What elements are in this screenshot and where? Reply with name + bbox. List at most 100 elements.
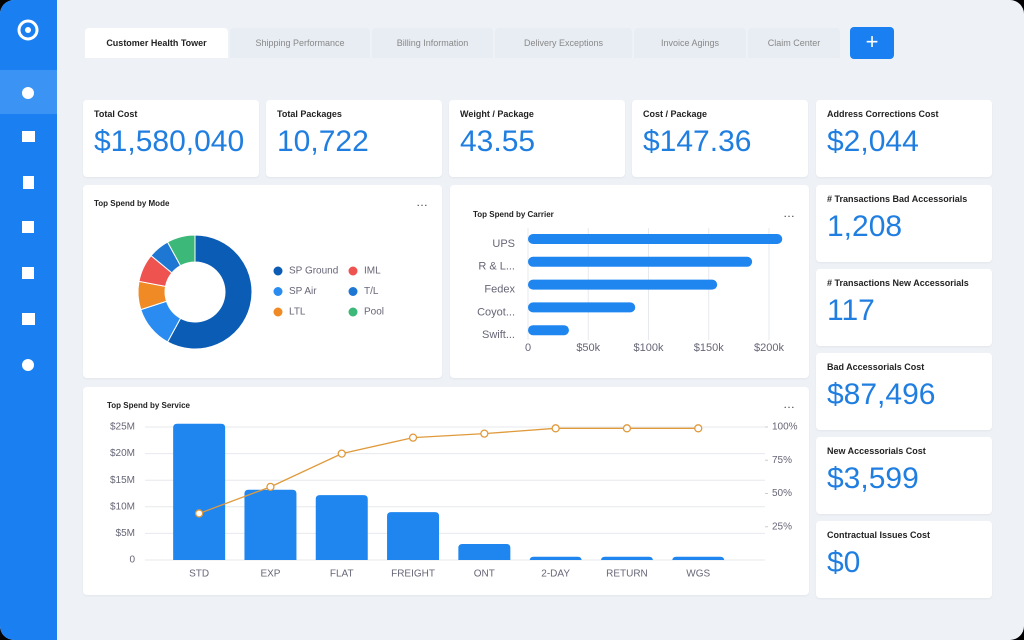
y-tick-label: 0 xyxy=(129,555,135,566)
y-tick-label: Coyot... xyxy=(477,306,515,318)
x-tick-label: FREIGHT xyxy=(391,569,435,580)
kpi-label: Cost / Package xyxy=(643,109,708,119)
legend-label: LTL xyxy=(289,307,306,318)
kpi-label: Total Cost xyxy=(94,109,138,119)
kpi-value: 43.55 xyxy=(460,125,536,158)
kpi-value: 10,722 xyxy=(277,125,369,158)
y2-tick-label: 25% xyxy=(772,521,792,532)
line-point xyxy=(480,429,489,438)
tab[interactable]: Invoice Agings xyxy=(634,28,746,58)
legend-swatch xyxy=(348,287,358,296)
line-point xyxy=(194,509,204,518)
x-tick-label: 0 xyxy=(525,342,531,354)
y-tick-label: Swift... xyxy=(482,329,515,341)
y-tick-label: $25M xyxy=(110,422,135,433)
more-menu[interactable]: … xyxy=(783,397,795,411)
y-tick-label: $10M xyxy=(110,501,135,512)
tab[interactable]: Claim Center xyxy=(748,28,840,58)
legend-label: T/L xyxy=(364,286,379,297)
donut-slice xyxy=(166,234,253,350)
y-tick-label: R & L... xyxy=(478,261,515,273)
tab[interactable]: Delivery Exceptions xyxy=(495,28,632,58)
bar xyxy=(528,256,753,267)
kpi-card: Cost / Package $147.36 xyxy=(632,100,808,177)
y2-tick-label: 75% xyxy=(772,455,792,466)
kpi-label: # Transactions New Accessorials xyxy=(827,278,969,288)
x-tick-label: $150k xyxy=(694,342,724,354)
kpi-card: Address Corrections Cost $2,044 xyxy=(816,100,992,177)
kpi-card: Total Cost $1,580,040 xyxy=(83,100,259,177)
kpi-label: Weight / Package xyxy=(460,109,534,119)
x-tick-label: $50k xyxy=(576,342,600,354)
x-tick-label: 2-DAY xyxy=(541,569,570,580)
kpi-value: $1,580,040 xyxy=(94,125,245,158)
kpi-card: Total Packages 10,722 xyxy=(266,100,442,177)
bar xyxy=(458,544,511,560)
tab[interactable]: Billing Information xyxy=(372,28,493,58)
x-tick-label: FLAT xyxy=(330,569,354,580)
y2-tick-label: 100% xyxy=(772,422,798,433)
tab[interactable]: Shipping Performance xyxy=(230,28,370,58)
legend-label: SP Ground xyxy=(289,266,338,277)
y-tick-label: $5M xyxy=(116,528,135,539)
bar xyxy=(672,556,725,561)
kpi-label: Bad Accessorials Cost xyxy=(827,362,925,372)
y-tick-label: Fedex xyxy=(484,284,515,296)
x-tick-label: STD xyxy=(189,569,209,580)
bar xyxy=(315,495,368,560)
line-point xyxy=(266,482,275,492)
kpi-value: $2,044 xyxy=(827,125,919,158)
kpi-card: # Transactions New Accessorials 117 xyxy=(816,269,992,346)
legend-swatch xyxy=(348,266,358,276)
x-tick-label: $200k xyxy=(754,342,784,354)
tab[interactable]: Customer Health Tower xyxy=(85,28,228,58)
donut-slice xyxy=(166,234,196,267)
legend-swatch xyxy=(273,307,283,317)
line-point xyxy=(694,424,703,433)
kpi-card: Bad Accessorials Cost $87,496 xyxy=(816,353,992,430)
kpi-value: $3,599 xyxy=(827,462,919,495)
kpi-label: Contractual Issues Cost xyxy=(827,530,931,540)
legend-label: SP Air xyxy=(289,286,317,297)
line xyxy=(198,427,699,515)
bar xyxy=(529,556,582,561)
line-point xyxy=(337,449,346,458)
bar xyxy=(528,325,569,336)
kpi-label: Total Packages xyxy=(277,109,342,119)
line-point xyxy=(622,424,632,433)
bar xyxy=(528,302,636,313)
bar xyxy=(387,512,440,560)
more-menu[interactable]: … xyxy=(783,206,795,220)
more-menu[interactable]: … xyxy=(416,195,428,209)
bar xyxy=(244,489,297,560)
legend-swatch xyxy=(273,266,283,276)
line-point xyxy=(408,433,418,442)
kpi-label: # Transactions Bad Accessorials xyxy=(827,194,968,204)
legend-label: Pool xyxy=(364,307,384,318)
x-tick-label: $100k xyxy=(634,342,664,354)
sidebar-icons xyxy=(0,19,57,371)
kpi-card: Weight / Package 43.55 xyxy=(449,100,625,177)
add-tab-button[interactable]: + xyxy=(850,27,894,59)
bar xyxy=(600,556,653,561)
legend-swatch xyxy=(273,287,283,296)
kpi-value: $87,496 xyxy=(827,378,936,411)
chart-title: Top Spend by Service xyxy=(107,401,190,410)
y-tick-label: $20M xyxy=(110,448,135,459)
kpi-card: Contractual Issues Cost $0 xyxy=(816,521,992,598)
kpi-value: $0 xyxy=(827,546,861,579)
sidebar xyxy=(0,0,57,640)
x-tick-label: EXP xyxy=(260,569,280,580)
x-tick-label: WGS xyxy=(686,569,710,580)
chart-title: Top Spend by Carrier xyxy=(473,210,554,219)
kpi-label: Address Corrections Cost xyxy=(827,109,939,119)
kpi-label: New Accessorials Cost xyxy=(827,446,926,456)
kpi-card: # Transactions Bad Accessorials 1,208 xyxy=(816,185,992,262)
kpi-card: New Accessorials Cost $3,599 xyxy=(816,437,992,514)
kpi-value: $147.36 xyxy=(643,125,752,158)
x-tick-label: ONT xyxy=(474,569,495,580)
bar xyxy=(528,279,718,290)
bar xyxy=(173,423,226,560)
chart-title: Top Spend by Mode xyxy=(94,199,170,208)
